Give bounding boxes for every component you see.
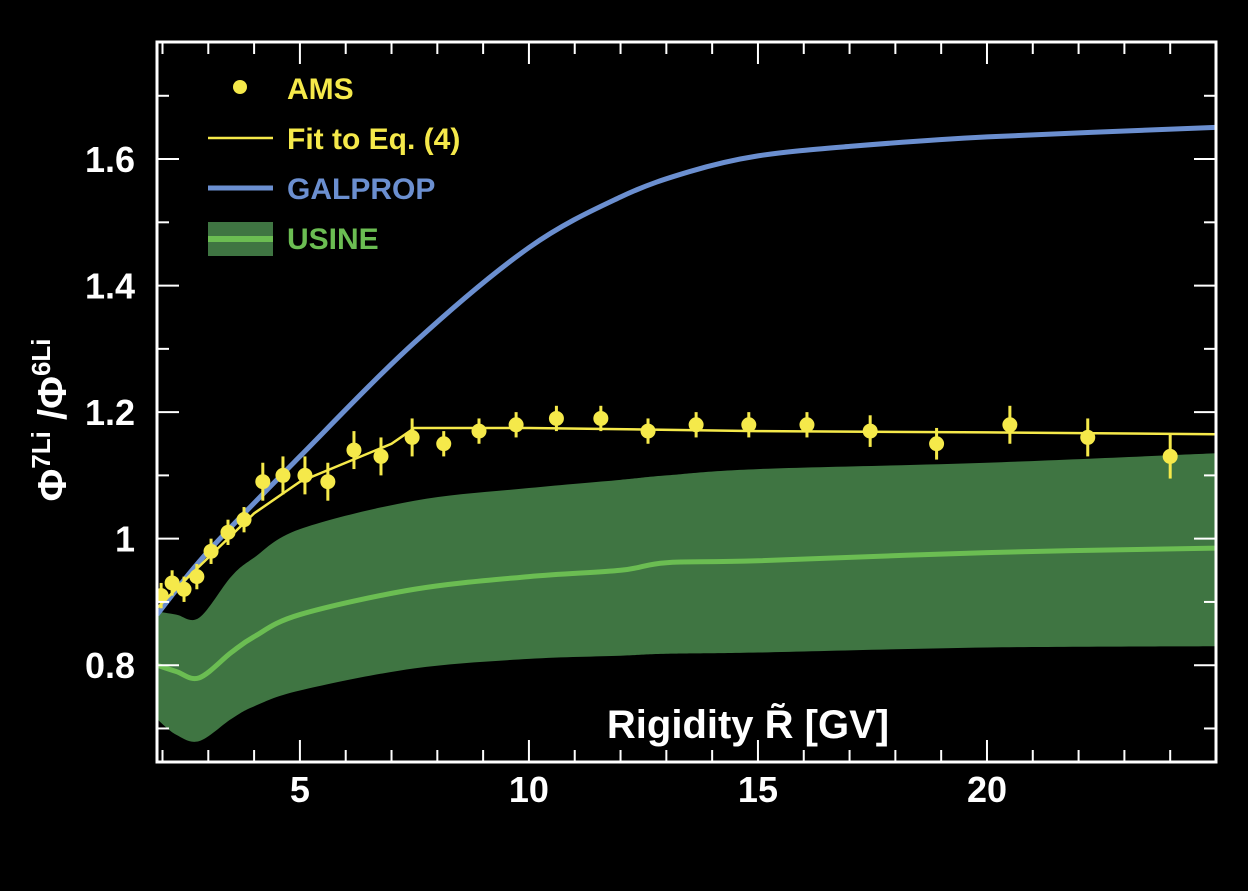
ams-marker <box>1162 448 1178 464</box>
ams-data-point <box>1002 405 1018 444</box>
usine-band <box>157 453 1216 742</box>
ams-marker <box>157 588 169 604</box>
ams-data-point <box>741 412 757 438</box>
legend: AMS Fit to Eq. (4) GALPROP USINE <box>208 73 460 256</box>
ams-data-point <box>508 412 524 438</box>
ams-data-point <box>799 412 815 438</box>
ams-marker <box>404 429 420 445</box>
ams-marker <box>862 423 878 439</box>
ams-marker <box>255 474 271 490</box>
legend-label-ams: AMS <box>287 73 354 106</box>
ams-marker <box>320 474 336 490</box>
y-label-li: Li <box>26 431 56 454</box>
ams-marker <box>593 410 609 426</box>
ams-marker <box>471 423 487 439</box>
ams-marker <box>1002 417 1018 433</box>
ams-data-point <box>320 462 336 501</box>
ams-marker <box>164 575 180 591</box>
usine-line <box>157 545 1216 682</box>
ams-marker <box>929 436 945 452</box>
ams-marker <box>688 417 704 433</box>
ams-data-point <box>255 462 271 501</box>
legend-label-galprop: GALPROP <box>287 173 435 206</box>
ams-data-point <box>157 582 169 609</box>
legend-label-usine: USINE <box>287 223 379 256</box>
ams-marker <box>236 512 252 528</box>
ams-data-point <box>346 431 362 470</box>
y-tick-label: 1 <box>115 519 135 560</box>
plot-area <box>157 124 1216 742</box>
ams-marker <box>189 569 205 585</box>
y-label-phi2: /Φ <box>31 376 75 431</box>
ams-data-point <box>929 427 945 460</box>
ams-marker <box>640 423 656 439</box>
ams-marker <box>436 436 452 452</box>
y-tick-label: 0.8 <box>85 645 135 686</box>
legend-label-fit: Fit to Eq. (4) <box>287 123 460 156</box>
x-tick-label: 20 <box>967 769 1007 810</box>
x-tick-label: 15 <box>738 769 778 810</box>
axes-frame <box>155 40 1218 764</box>
y-label-phi: Φ <box>31 469 75 502</box>
ams-data-point <box>548 405 564 432</box>
y-axis-label: Φ7Li /Φ6Li <box>26 338 75 501</box>
y-label-sup6: 6 <box>26 362 56 376</box>
x-axis-label: Rigidity R̃ [GV] <box>607 701 889 747</box>
ams-marker <box>548 410 564 426</box>
y-tick-label: 1.4 <box>85 266 135 307</box>
ams-marker <box>275 467 291 483</box>
ams-data-point <box>862 415 878 447</box>
ams-data-point <box>373 437 389 476</box>
ams-data-point <box>189 563 205 590</box>
y-tick-label: 1.6 <box>85 139 135 180</box>
ams-data-point <box>471 418 487 444</box>
ams-data-point <box>203 538 219 564</box>
fit-line <box>157 426 1216 610</box>
ams-marker <box>176 581 192 597</box>
ams-marker <box>373 448 389 464</box>
ams-data-point <box>404 418 420 457</box>
y-label-li2: Li <box>26 338 56 361</box>
ams-data-point <box>164 570 180 596</box>
ams-data-point <box>275 456 291 495</box>
legend-ams-marker <box>233 80 247 94</box>
ams-marker <box>297 467 313 483</box>
ams-marker <box>799 417 815 433</box>
x-tick-label: 10 <box>509 769 549 810</box>
ams-data-point <box>297 456 313 495</box>
ams-data-point <box>593 405 609 432</box>
ams-data-point <box>640 418 656 444</box>
ams-data-point <box>436 431 452 457</box>
ams-marker <box>346 442 362 458</box>
ams-data-point <box>688 412 704 438</box>
ams-data-point <box>236 507 252 533</box>
ams-data-point <box>220 519 236 545</box>
ams-data-point <box>1162 434 1178 479</box>
ams-data-point <box>1080 418 1096 457</box>
ams-marker <box>508 417 524 433</box>
ams-marker <box>203 543 219 559</box>
ams-marker <box>220 524 236 540</box>
x-tick-label: 5 <box>290 769 310 810</box>
axes: 5 10 15 20 0.8 1 1.2 1.4 1.6 <box>85 40 1218 810</box>
ams-marker <box>1080 429 1096 445</box>
series-group <box>157 124 1216 742</box>
y-tick-label: 1.2 <box>85 392 135 433</box>
ams-marker <box>741 417 757 433</box>
svg-text:Φ7Li /Φ6Li: Φ7Li /Φ6Li <box>26 338 75 501</box>
y-label-sup7: 7 <box>26 454 56 468</box>
ams-data-point <box>176 576 192 602</box>
